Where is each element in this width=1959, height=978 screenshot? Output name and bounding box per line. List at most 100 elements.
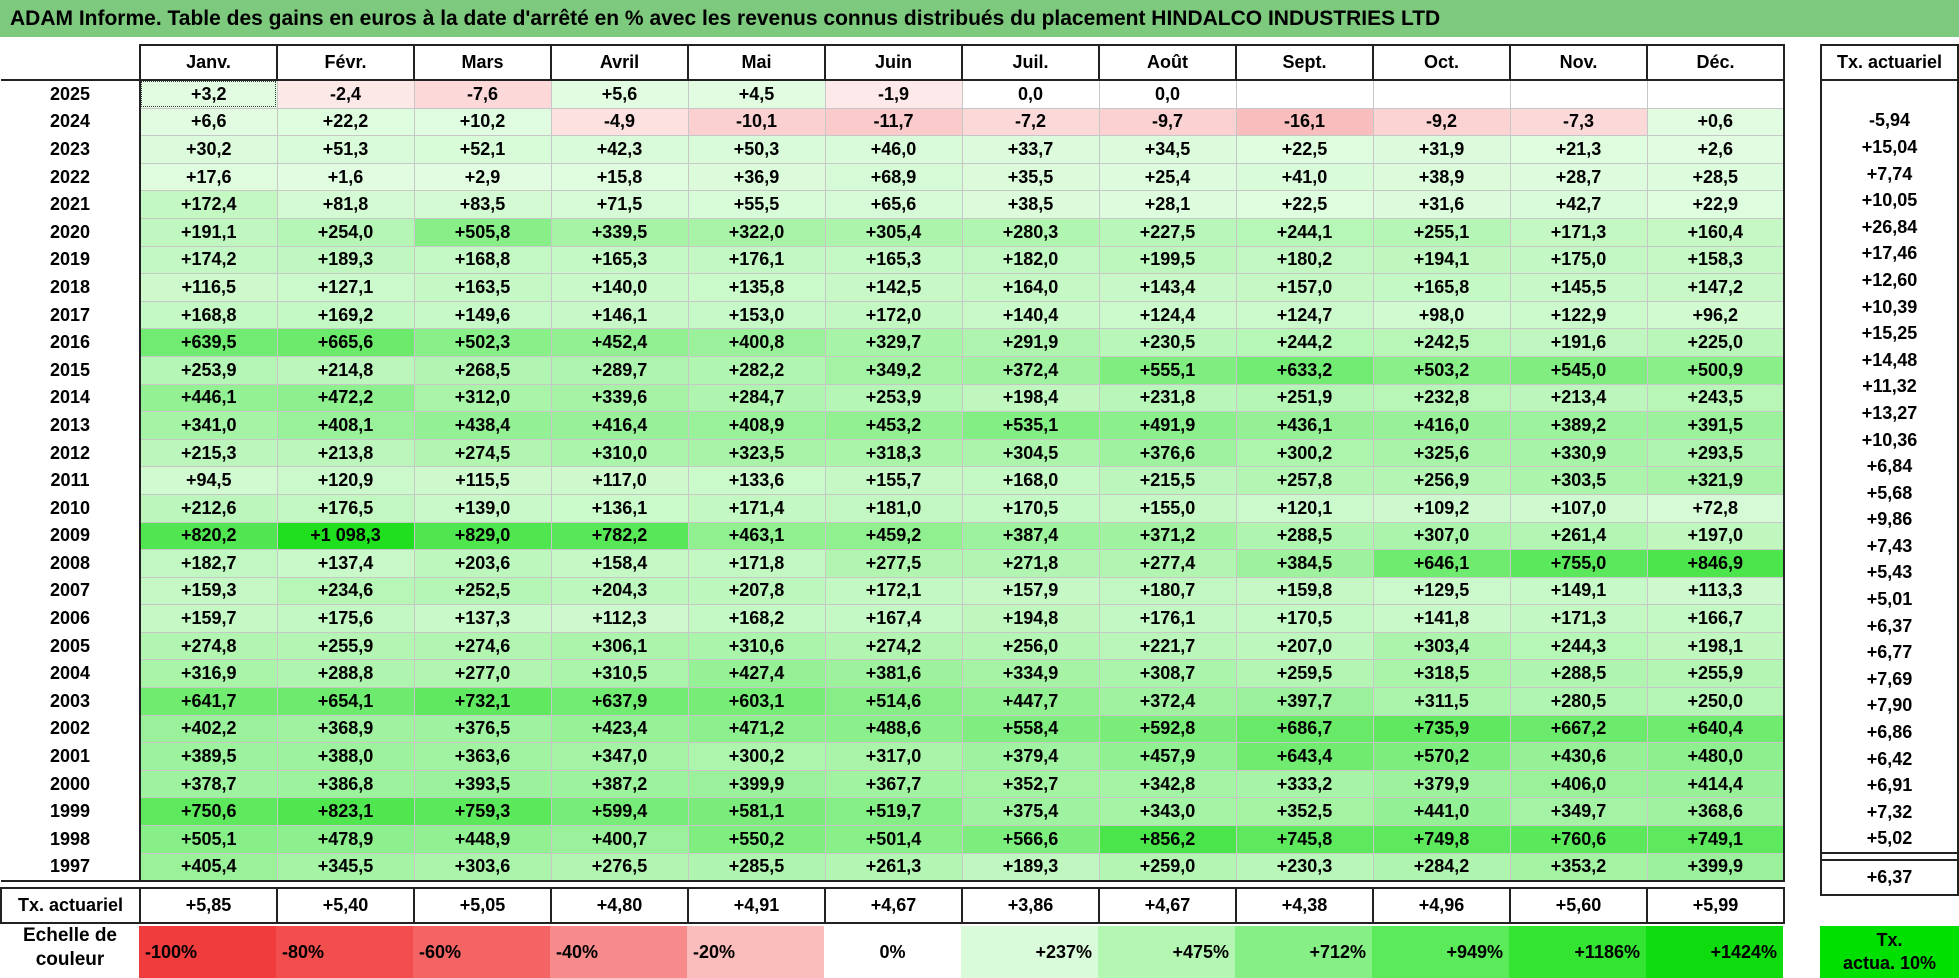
gain-cell: +107,0 (1509, 493, 1648, 523)
gain-cell: +436,1 (1235, 411, 1374, 440)
color-scale-legend: Echelle de couleur -100% -80% -60% -40% -20%… (0, 922, 1959, 978)
gain-cell: +17,6 (139, 162, 278, 192)
gain-cell: +213,8 (276, 438, 415, 468)
gain-cell: +145,5 (1509, 273, 1648, 302)
gain-cell: +182,0 (961, 245, 1100, 275)
gain-cell: +667,2 (1509, 714, 1648, 744)
gain-cell: +28,1 (1098, 190, 1237, 219)
gain-cell: +50,3 (687, 135, 826, 164)
gain-cell: +566,6 (961, 825, 1100, 854)
gain-cell: +471,2 (687, 714, 826, 744)
gain-cell: +21,3 (1509, 135, 1648, 164)
gain-cell: +221,7 (1098, 631, 1237, 661)
tx-row: +6,37 (1820, 612, 1959, 640)
gain-cell: +204,3 (550, 576, 689, 606)
gain-cell: +52,1 (413, 135, 552, 164)
gain-cell: +120,9 (276, 466, 415, 495)
gain-cell: +255,9 (276, 631, 415, 661)
gain-cell: +368,9 (276, 714, 415, 744)
gain-cell: +243,5 (1646, 383, 1785, 413)
gain-cell: +389,2 (1509, 411, 1648, 440)
year-label: 2013 (1, 411, 141, 440)
gain-cell: +654,1 (276, 687, 415, 716)
year-label: 2003 (1, 687, 141, 716)
tx-row: +17,46 (1820, 240, 1959, 268)
gain-cell: +170,5 (961, 493, 1100, 523)
year-label: 2012 (1, 439, 141, 467)
gain-cell: +463,1 (687, 521, 826, 551)
gain-cell: +2,9 (413, 162, 552, 192)
gain-cell: +4,5 (687, 80, 826, 109)
gain-cell: +760,6 (1509, 825, 1648, 854)
gain-cell: +592,8 (1098, 714, 1237, 744)
table-row: 2021 +172,4 +81,8 +83,5 +71,5 +55,5 +65,6 +38,5… (1, 190, 1785, 219)
gain-cell: +333,2 (1235, 769, 1374, 799)
gain-cell: +168,2 (687, 604, 826, 633)
gain-cell (1509, 80, 1648, 109)
year-label: 2009 (1, 522, 141, 550)
month-tx-cell: +4,67 (824, 887, 963, 925)
tx-actuariel-cell: +6,37 (1820, 612, 1959, 640)
tx-row: +13,27 (1820, 400, 1959, 427)
gain-cell: +378,7 (139, 769, 278, 799)
table-row: 2022 +17,6 +1,6 +2,9 +15,8 +36,9 +68,9 +35,5 +25… (1, 162, 1785, 192)
gain-cell: +207,0 (1235, 631, 1374, 661)
tx-row: +9,86 (1820, 506, 1959, 534)
tx-row: +15,04 (1820, 134, 1959, 161)
gain-cell: +129,5 (1372, 576, 1511, 606)
gain-cell: +500,9 (1646, 355, 1785, 385)
gain-cell: +38,9 (1372, 162, 1511, 192)
gain-cell: +136,1 (550, 493, 689, 523)
gain-cell: +268,5 (413, 355, 552, 385)
gain-cell: +34,5 (1098, 135, 1237, 164)
gain-cell: +386,8 (276, 769, 415, 799)
month-tx-cell: +5,05 (413, 887, 552, 925)
gain-cell: +198,4 (961, 383, 1100, 413)
tx-row: +5,43 (1820, 559, 1959, 587)
gain-cell: +330,9 (1509, 438, 1648, 468)
gain-cell: +165,3 (550, 245, 689, 275)
gain-cell: +430,6 (1509, 742, 1648, 771)
gain-cell: +379,4 (961, 742, 1100, 771)
month-header: Févr. (276, 44, 415, 81)
tx-actuariel-cell: +7,69 (1820, 666, 1959, 693)
gain-cell: +174,2 (139, 245, 278, 275)
gain-cell: +347,0 (550, 742, 689, 771)
tx-actuariel-values: -5,94 +15,04 +7,74 +10,05 +26,84 +17,46 +12,60… (1820, 80, 1959, 855)
gain-cell: +550,2 (687, 825, 826, 854)
gain-cell: +33,7 (961, 135, 1100, 164)
gain-cell: +379,9 (1372, 769, 1511, 799)
gain-cell: +274,5 (413, 438, 552, 468)
gain-cell: +502,3 (413, 328, 552, 357)
gain-cell: +363,6 (413, 742, 552, 771)
gain-cell: +505,1 (139, 825, 278, 854)
color-scale-swatch: +1186% (1509, 926, 1646, 978)
year-label: 2002 (1, 715, 141, 743)
gain-cell: +732,1 (413, 687, 552, 716)
gain-cell: +427,4 (687, 659, 826, 689)
gain-cell: +203,6 (413, 549, 552, 578)
table-row: 2005 +274,8 +255,9 +274,6 +306,1 +310,6 +274,2… (1, 631, 1785, 661)
gain-cell: +393,5 (413, 769, 552, 799)
gain-cell: +155,0 (1098, 493, 1237, 523)
gain-cell: +459,2 (824, 521, 963, 551)
tx-actuariel-cell: +15,04 (1820, 134, 1959, 161)
gain-cell: +323,5 (687, 438, 826, 468)
gain-cell: +146,1 (550, 300, 689, 330)
gain-cell: +207,8 (687, 576, 826, 606)
gain-cell: +182,7 (139, 549, 278, 578)
month-tx-cell: +5,60 (1509, 887, 1648, 925)
gain-cell: +259,0 (1098, 852, 1237, 883)
gain-cell: +545,0 (1509, 355, 1648, 385)
gain-cell: +28,7 (1509, 162, 1648, 192)
tx-actuariel-cell: +9,86 (1820, 506, 1959, 534)
year-label: 2006 (1, 604, 141, 633)
tx-row: +10,39 (1820, 293, 1959, 321)
gain-cell: +397,7 (1235, 687, 1374, 716)
gain-cell: +149,1 (1509, 576, 1648, 606)
gain-cell: +113,3 (1646, 576, 1785, 606)
gain-cell: +288,5 (1235, 521, 1374, 551)
gain-cell: +141,8 (1372, 604, 1511, 633)
gain-cell: +137,3 (413, 604, 552, 633)
gain-cell: +389,5 (139, 742, 278, 771)
